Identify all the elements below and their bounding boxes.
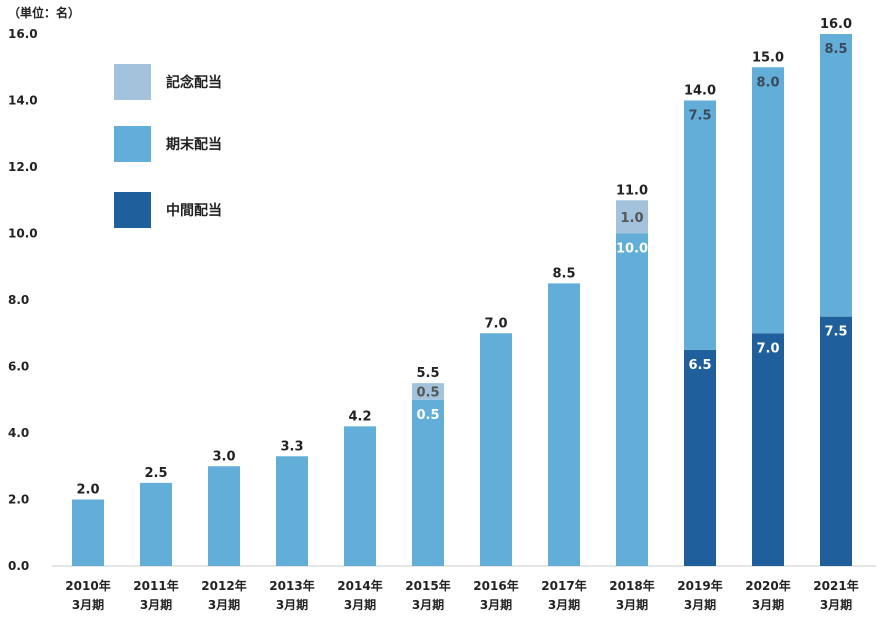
y-tick-label: 10.0 <box>8 227 38 241</box>
x-tick-label-year: 2016年 <box>473 578 518 593</box>
bar-total-label: 15.0 <box>752 50 784 65</box>
bar-segment <box>616 233 648 566</box>
x-tick-label-year: 2021年 <box>813 578 858 593</box>
x-tick-label-year: 2012年 <box>201 578 246 593</box>
unit-label: （単位：名） <box>8 6 81 20</box>
bar-total-label: 2.5 <box>144 466 167 481</box>
bar-total-label: 7.0 <box>484 316 507 331</box>
x-tick-label-period: 3月期 <box>480 597 512 612</box>
bar-segment <box>276 456 308 566</box>
x-tick-label-period: 3月期 <box>616 597 648 612</box>
x-tick-label-period: 3月期 <box>344 597 376 612</box>
y-tick-label: 16.0 <box>8 27 38 41</box>
bar-segment <box>752 67 784 334</box>
segment-value-label: 8.5 <box>824 42 847 57</box>
bar-segment <box>820 34 852 317</box>
bar-total-label: 11.0 <box>616 183 648 198</box>
bar-segment <box>820 316 852 566</box>
bar-total-label: 4.2 <box>348 409 371 424</box>
bar-segment <box>72 499 104 566</box>
legend-label: 期末配当 <box>166 136 222 153</box>
legend-swatch <box>114 126 151 162</box>
bar-segment <box>480 333 512 566</box>
legend-label: 記念配当 <box>166 74 222 91</box>
bar-total-label: 3.3 <box>280 439 303 454</box>
y-tick-label: 4.0 <box>8 426 29 440</box>
segment-value-label: 0.5 <box>416 408 439 423</box>
x-tick-label-year: 2018年 <box>609 578 654 593</box>
bar-segment <box>684 100 716 350</box>
x-tick-label-year: 2019年 <box>677 578 722 593</box>
x-tick-label-year: 2017年 <box>541 578 586 593</box>
y-tick-label: 0.0 <box>8 559 29 573</box>
x-tick-label-period: 3月期 <box>72 597 104 612</box>
x-tick-label-period: 3月期 <box>276 597 308 612</box>
bar-segment <box>548 283 580 566</box>
x-tick-label-period: 3月期 <box>412 597 444 612</box>
bar-total-label: 8.5 <box>552 266 575 281</box>
bar-segment <box>140 482 172 566</box>
bar-total-label: 2.0 <box>76 483 99 498</box>
y-tick-label: 14.0 <box>8 94 38 108</box>
x-tick-label-year: 2010年 <box>65 578 110 593</box>
segment-value-label: 0.5 <box>416 385 439 400</box>
x-tick-label-year: 2013年 <box>269 578 314 593</box>
segment-value-label: 10.0 <box>616 242 648 257</box>
x-tick-label-year: 2020年 <box>745 578 790 593</box>
y-tick-label: 2.0 <box>8 493 29 507</box>
y-tick-label: 12.0 <box>8 160 38 174</box>
y-tick-label: 8.0 <box>8 293 29 307</box>
bar-segment <box>412 399 444 566</box>
bar-segment <box>412 383 444 400</box>
bar-segment <box>684 349 716 566</box>
x-tick-label-period: 3月期 <box>208 597 240 612</box>
legend-swatch <box>114 192 151 228</box>
bar-total-label: 16.0 <box>820 17 852 32</box>
x-tick-label-year: 2014年 <box>337 578 382 593</box>
segment-value-label: 7.5 <box>688 109 711 124</box>
bar-total-label: 5.5 <box>416 366 439 381</box>
bar-total-label: 3.0 <box>212 449 235 464</box>
segment-value-label: 6.5 <box>688 358 711 373</box>
bar-total-label: 14.0 <box>684 84 716 99</box>
legend-swatch <box>114 64 151 100</box>
bar-segment <box>616 200 648 234</box>
bar-segment <box>208 466 240 566</box>
x-tick-label-period: 3月期 <box>684 597 716 612</box>
x-tick-label-year: 2011年 <box>133 578 178 593</box>
y-tick-label: 6.0 <box>8 360 29 374</box>
x-tick-label-period: 3月期 <box>548 597 580 612</box>
segment-value-label: 8.0 <box>756 75 779 90</box>
x-tick-label-period: 3月期 <box>752 597 784 612</box>
x-tick-label-period: 3月期 <box>140 597 172 612</box>
segment-value-label: 7.0 <box>756 341 779 356</box>
segment-value-label: 7.5 <box>824 325 847 340</box>
segment-value-label: 1.0 <box>620 211 643 226</box>
x-tick-label-period: 3月期 <box>820 597 852 612</box>
bar-segment <box>752 333 784 566</box>
x-tick-label-year: 2015年 <box>405 578 450 593</box>
legend-label: 中間配当 <box>166 202 222 219</box>
bar-segment <box>344 426 376 566</box>
